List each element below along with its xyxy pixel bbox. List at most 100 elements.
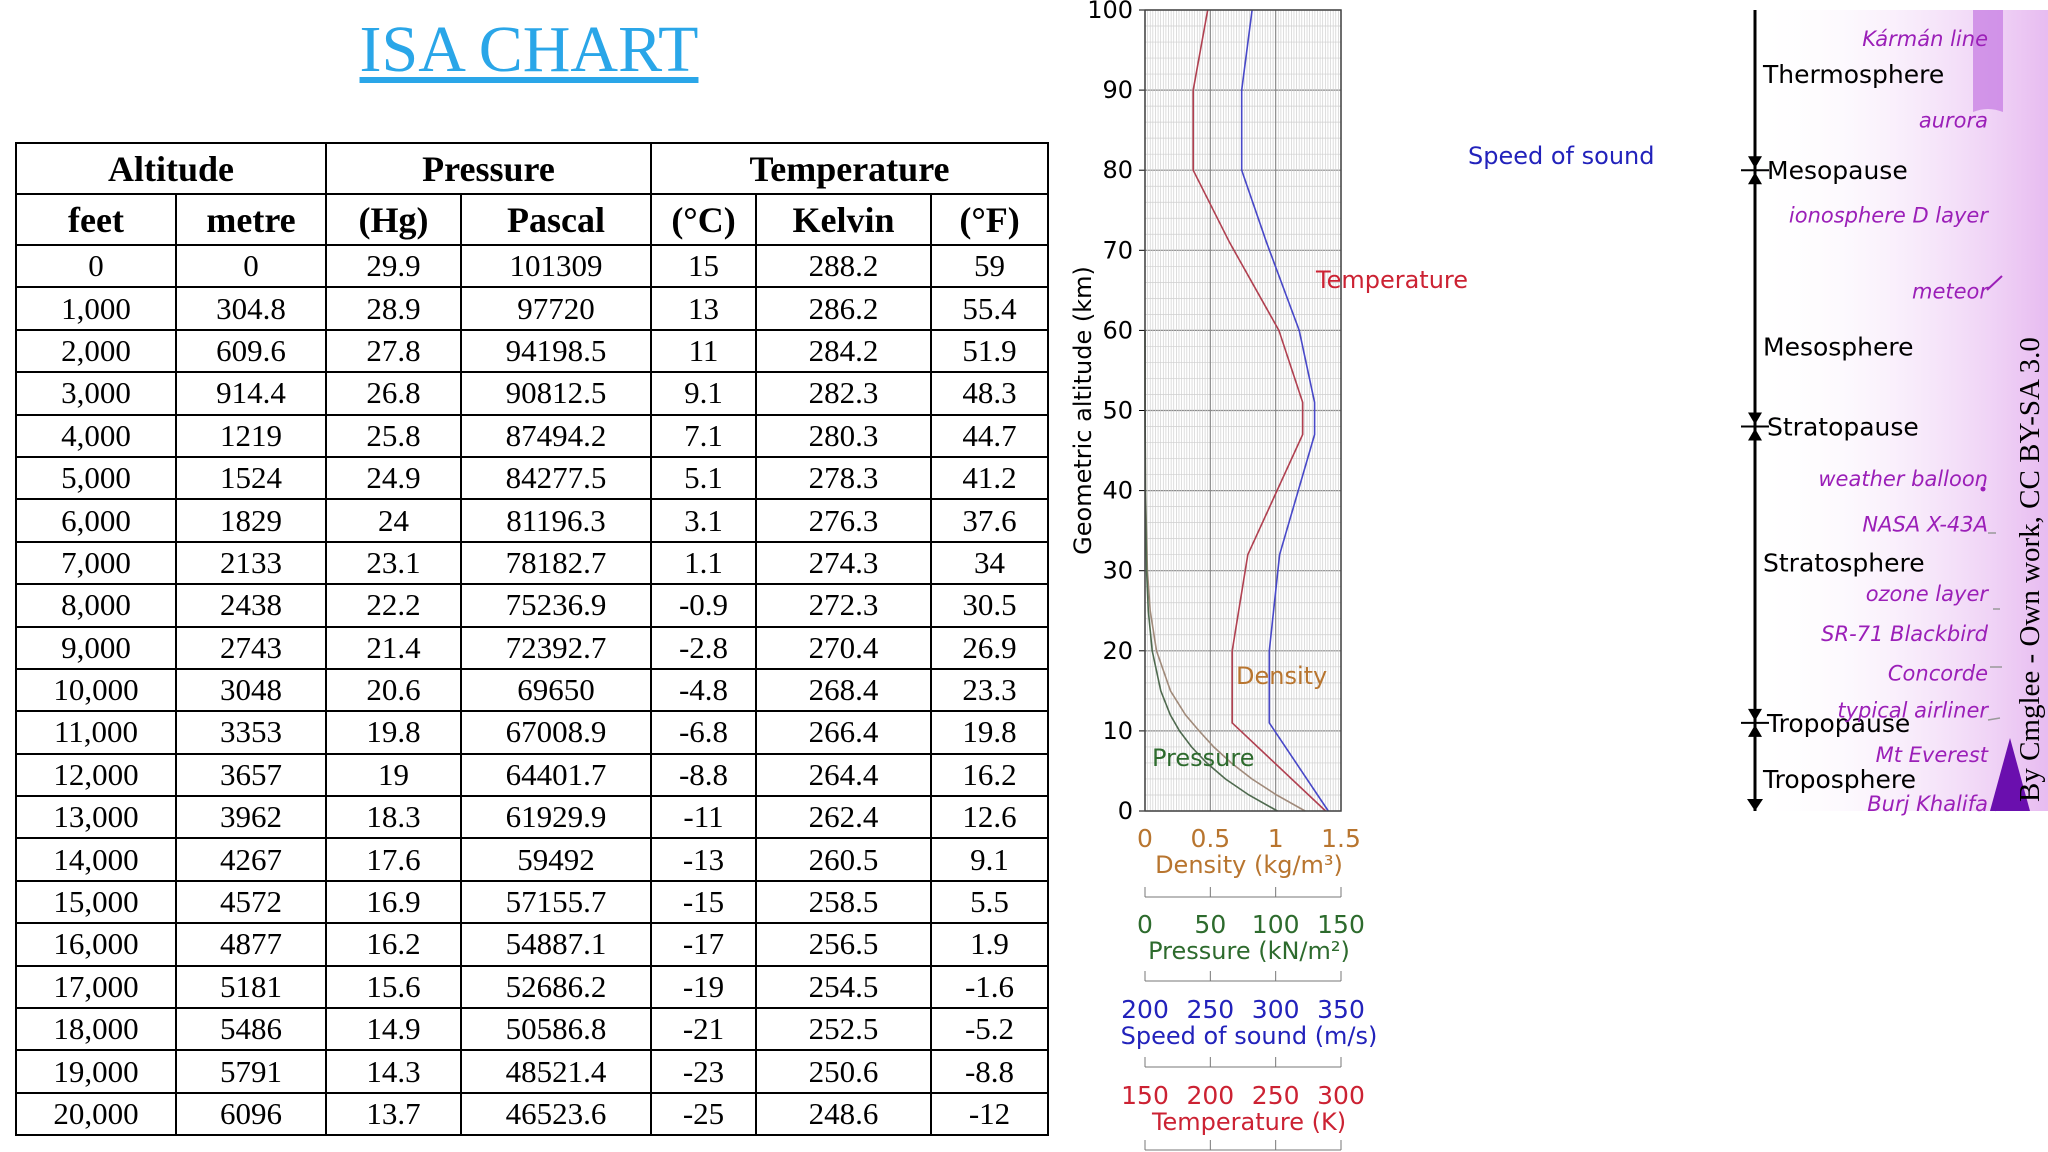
x-tick-label-speed: 300 — [1252, 995, 1300, 1024]
table-cell: 254.5 — [755, 964, 932, 1010]
table-cell: 276.3 — [755, 498, 932, 543]
table-row: 7,000 2133 23.1 78182.7 1.1 274.3 34 — [15, 540, 1050, 586]
table-cell: 282.3 — [755, 371, 932, 416]
table-cell: 78182.7 — [460, 540, 652, 586]
table-cell: 1.1 — [650, 540, 757, 586]
table-cell: 11 — [650, 328, 757, 374]
table-cell: 26.9 — [929, 625, 1050, 670]
table-row: 6,000 1829 24 81196.3 3.1 276.3 37.6 — [15, 498, 1050, 543]
annotation-label: Burj Khalifa — [1867, 792, 1988, 816]
x-tick-label-pressure: 50 — [1194, 910, 1226, 939]
group-header-row: Altitude Pressure Temperature — [15, 142, 1050, 195]
boundary-arrow-up — [1748, 172, 1762, 185]
table-cell: 14.3 — [325, 1049, 462, 1094]
table-cell: 72392.7 — [460, 625, 652, 670]
table-cell: 264.4 — [755, 752, 932, 798]
table-cell: 18.3 — [325, 795, 462, 840]
y-tick-label: 90 — [1102, 76, 1133, 104]
table-cell: 101309 — [460, 243, 652, 289]
table-cell: 16.2 — [325, 922, 462, 967]
image-credit: By Cmglee - Own work, CC BY-SA 3.0 — [2014, 337, 2046, 802]
table-cell: 6,000 — [15, 498, 177, 543]
x-tick-label-pressure: 0 — [1137, 910, 1153, 939]
curve-label: Temperature — [1315, 266, 1468, 294]
table-row: 16,000 4877 16.2 54887.1 -17 256.5 1.9 — [15, 922, 1050, 967]
table-cell: 270.4 — [755, 625, 932, 670]
annotation-label: SR-71 Blackbird — [1821, 622, 1989, 646]
table-row: 13,000 3962 18.3 61929.9 -11 262.4 12.6 — [15, 795, 1050, 840]
annotation-label: ionosphere D layer — [1789, 203, 1989, 227]
annotation-label: aurora — [1919, 109, 1988, 133]
table-cell: 278.3 — [755, 455, 932, 501]
table-row: 14,000 4267 17.6 59492 -13 260.5 9.1 — [15, 837, 1050, 882]
y-tick-label: 80 — [1102, 156, 1133, 184]
table-cell: 11,000 — [15, 710, 177, 755]
table-cell: 30.5 — [929, 583, 1050, 628]
table-cell: -23 — [650, 1049, 757, 1094]
table-cell: 9.1 — [650, 371, 757, 416]
table-cell: 3.1 — [650, 498, 757, 543]
table-cell: 0 — [175, 243, 327, 289]
table-body: 0 0 29.9 101309 15 288.2 59 1,000 304.8 28.9 97720… — [15, 243, 1050, 1137]
table-cell: 5791 — [175, 1049, 327, 1094]
table-cell: 4,000 — [15, 413, 177, 458]
table-cell: 50586.8 — [460, 1007, 652, 1052]
table-cell: 5486 — [175, 1007, 327, 1052]
table-cell: 13 — [650, 286, 757, 331]
table-cell: 22.2 — [325, 583, 462, 628]
table-cell: 2743 — [175, 625, 327, 670]
x-tick-label-density: 1.5 — [1321, 824, 1361, 853]
y-tick-label: 70 — [1102, 236, 1133, 264]
table-cell: 8,000 — [15, 583, 177, 628]
table-cell: 19.8 — [929, 710, 1050, 755]
table-cell: 16,000 — [15, 922, 177, 967]
table-row: 5,000 1524 24.9 84277.5 5.1 278.3 41.2 — [15, 455, 1050, 501]
table-cell: 280.3 — [755, 413, 932, 458]
x-tick-label-speed: 250 — [1186, 995, 1234, 1024]
table-cell: 12,000 — [15, 752, 177, 798]
table-cell: 23.3 — [929, 667, 1050, 713]
table-cell: 6096 — [175, 1091, 327, 1137]
column-header: (Hg) — [325, 193, 462, 246]
weather-balloon-icon — [1980, 486, 1986, 492]
table-cell: 52686.2 — [460, 964, 652, 1010]
column-header: feet — [15, 193, 177, 246]
boundary-arrow-down — [1748, 708, 1762, 721]
layer-label: Troposphere — [1762, 765, 1916, 794]
atmosphere-band — [1755, 10, 2048, 811]
table-row: 18,000 5486 14.9 50586.8 -21 252.5 -5.2 — [15, 1007, 1050, 1052]
table-cell: 51.9 — [929, 328, 1050, 374]
table-cell: 94198.5 — [460, 328, 652, 374]
table-cell: 2,000 — [15, 328, 177, 374]
table-cell: 258.5 — [755, 879, 932, 925]
table-cell: -2.8 — [650, 625, 757, 670]
annotation-label: Mt Everest — [1876, 743, 1989, 767]
table-row: 3,000 914.4 26.8 90812.5 9.1 282.3 48.3 — [15, 371, 1050, 416]
table-cell: 5181 — [175, 964, 327, 1010]
table-cell: 5,000 — [15, 455, 177, 501]
table-cell: 14.9 — [325, 1007, 462, 1052]
table-cell: 256.5 — [755, 922, 932, 967]
table-cell: 15.6 — [325, 964, 462, 1010]
y-tick-label: 20 — [1102, 637, 1133, 665]
table-cell: 272.3 — [755, 583, 932, 628]
karman-ribbon — [1973, 10, 2003, 112]
table-cell: 1.9 — [929, 922, 1050, 967]
table-cell: 81196.3 — [460, 498, 652, 543]
y-tick-label: 40 — [1102, 477, 1133, 505]
meteor-icon — [1986, 275, 2003, 291]
table-row: 20,000 6096 13.7 46523.6 -25 248.6 -12 — [15, 1091, 1050, 1137]
x-tick-label-pressure: 100 — [1252, 910, 1300, 939]
table-cell: 27.8 — [325, 328, 462, 374]
table-cell: 14,000 — [15, 837, 177, 882]
table-row: 2,000 609.6 27.8 94198.5 11 284.2 51.9 — [15, 328, 1050, 374]
table-cell: 16.2 — [929, 752, 1050, 798]
table-cell: 24 — [325, 498, 462, 543]
table-cell: -0.9 — [650, 583, 757, 628]
table-cell: 7,000 — [15, 540, 177, 586]
x-axis-label-speed: Speed of sound (m/s) — [1121, 1022, 1378, 1050]
annotation-label: Kármán line — [1862, 27, 1988, 51]
table-cell: 12.6 — [929, 795, 1050, 840]
layer-label: Mesosphere — [1763, 332, 1914, 361]
boundary-label: Stratopause — [1767, 413, 1919, 442]
